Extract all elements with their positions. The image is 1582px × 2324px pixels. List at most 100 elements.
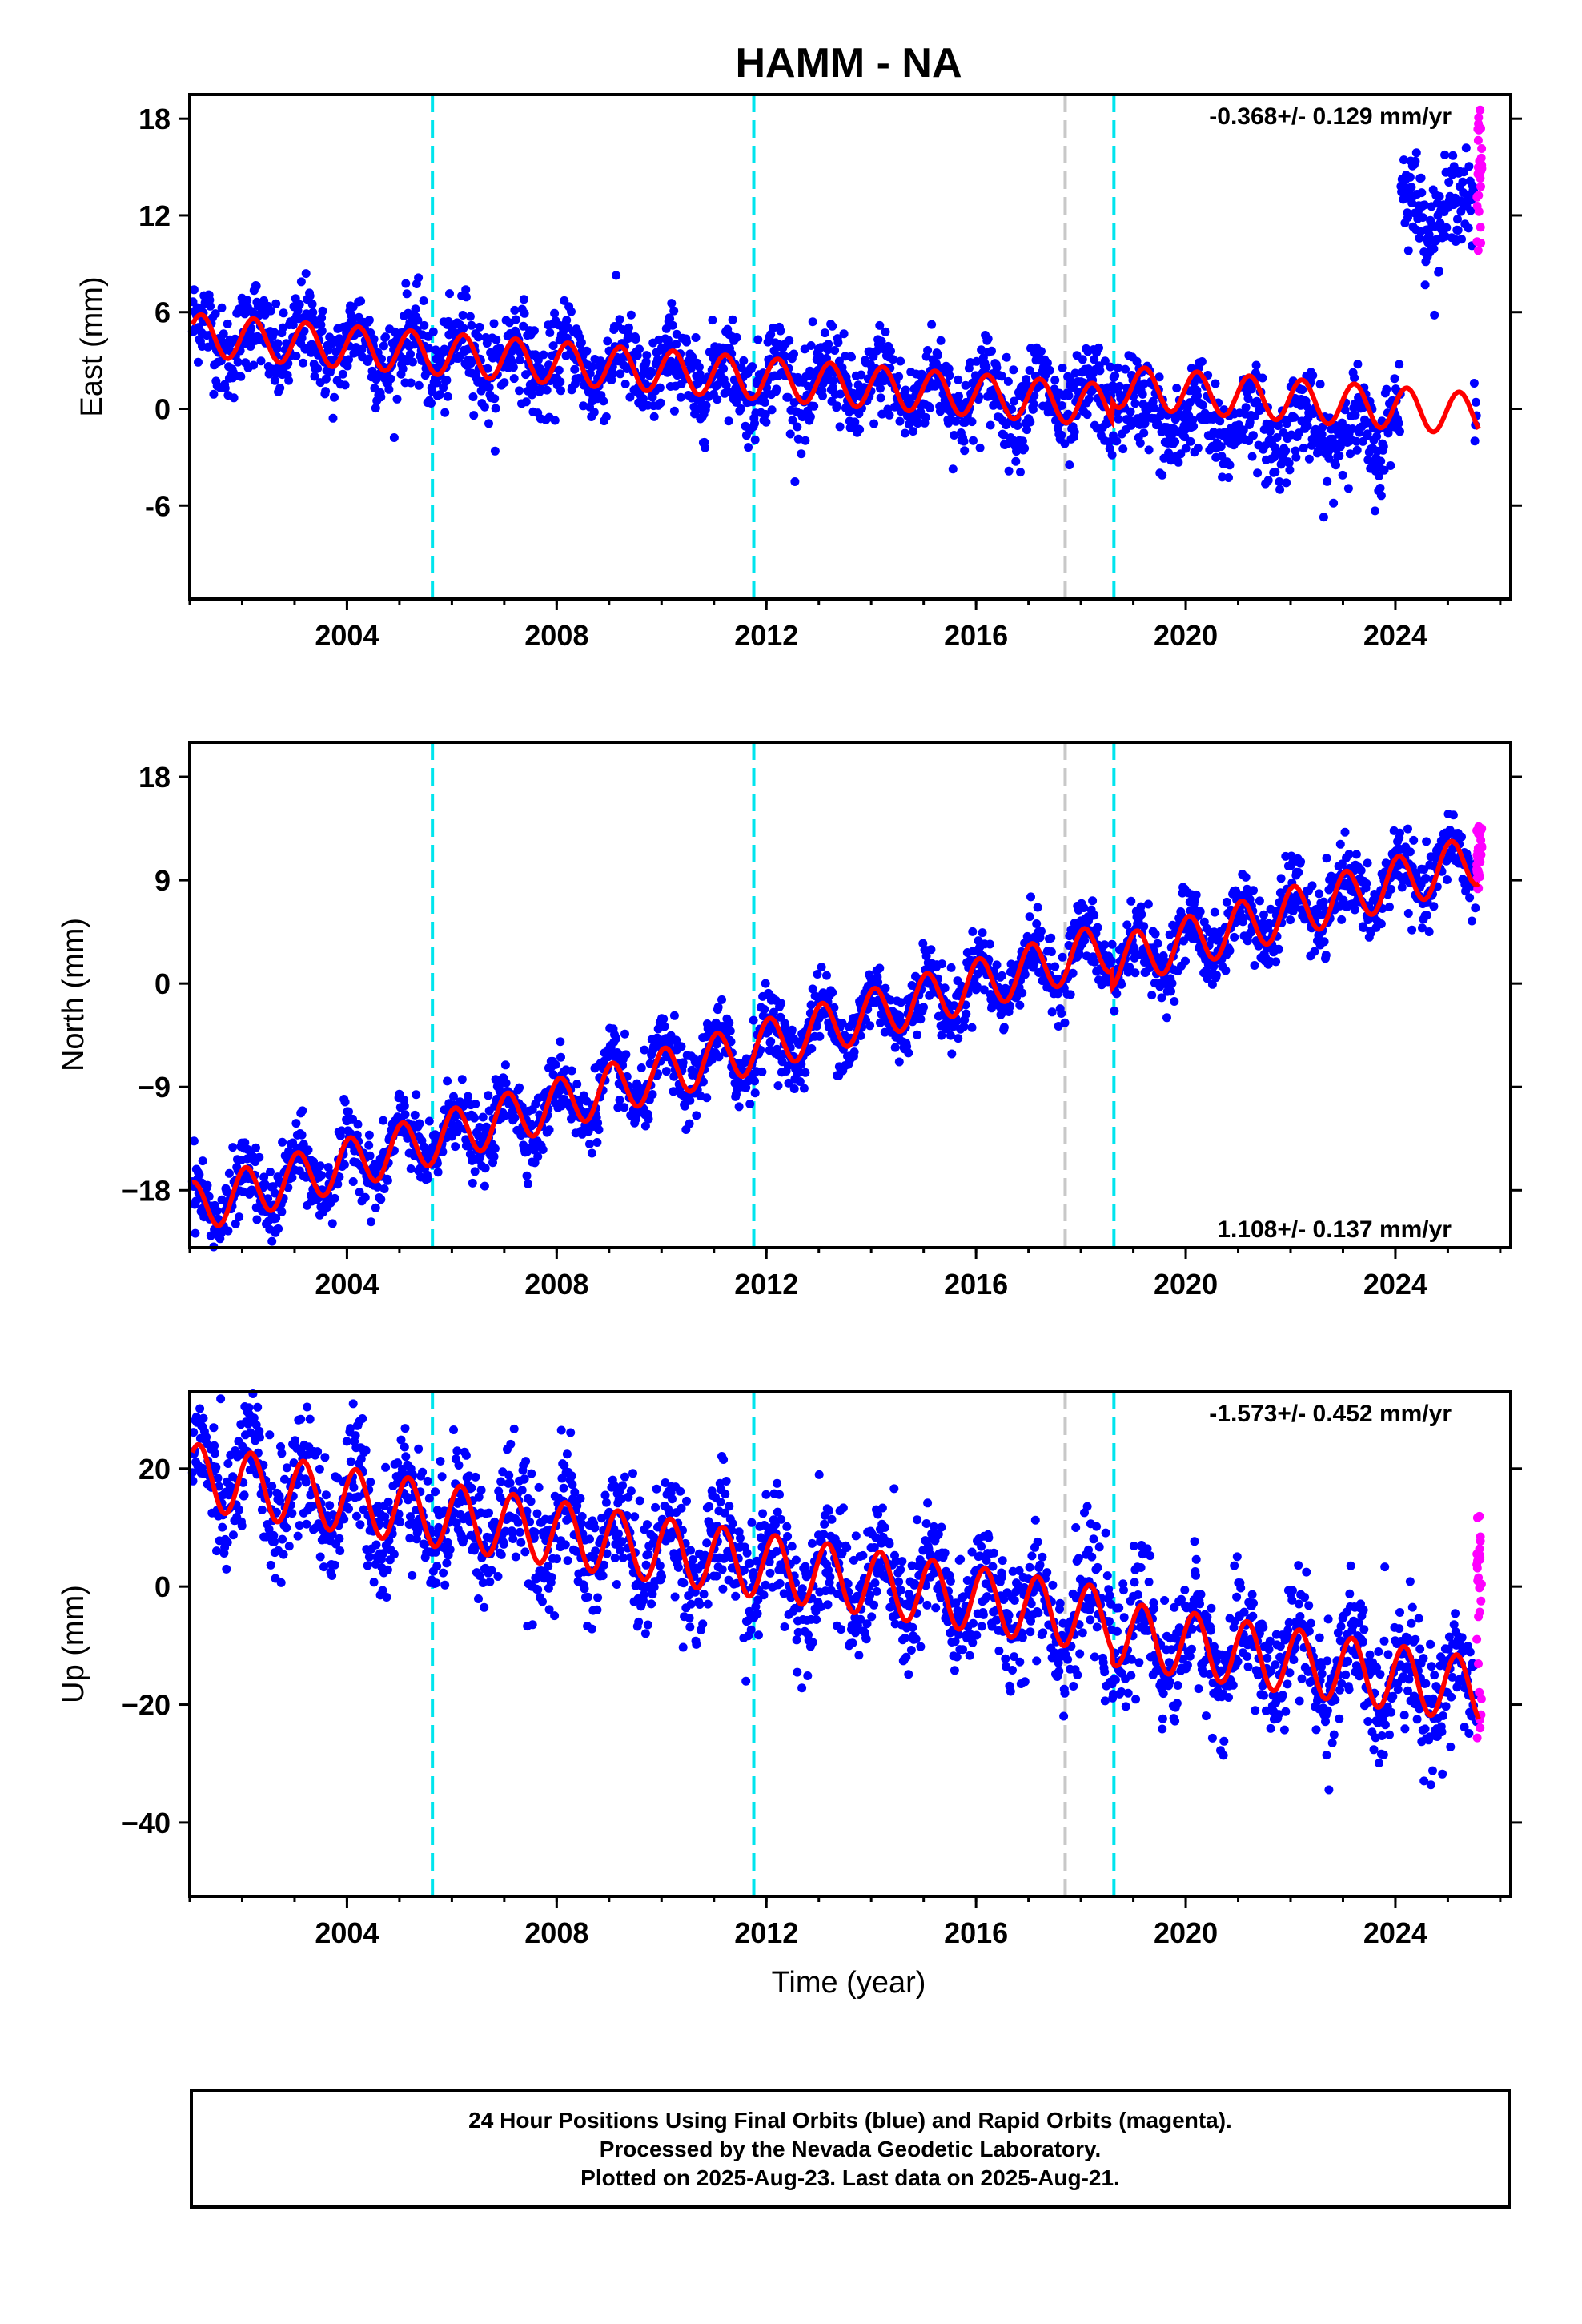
east-data-point <box>830 346 840 355</box>
north-data-point <box>443 1076 452 1086</box>
east-rapid-point <box>1472 192 1482 202</box>
east-data-point <box>384 384 394 394</box>
east-data-point <box>1453 215 1462 224</box>
east-data-point <box>694 362 704 372</box>
north-data-point <box>1079 903 1089 912</box>
up-data-point <box>228 1530 238 1540</box>
east-y-tick-label: 18 <box>139 103 171 135</box>
north-data-point <box>734 1102 744 1112</box>
east-data-point <box>934 350 942 360</box>
north-data-point <box>749 1015 758 1025</box>
east-data-point <box>1058 364 1067 372</box>
north-data-point <box>1362 879 1371 888</box>
north-data-point <box>1166 987 1175 996</box>
east-data-point <box>1225 460 1235 470</box>
north-data-point <box>353 1120 363 1129</box>
north-data-point <box>344 1107 353 1116</box>
east-data-point <box>877 336 886 346</box>
east-data-point <box>510 305 520 315</box>
east-x-tick-label: 2016 <box>944 619 1008 652</box>
north-data-point <box>191 1228 200 1238</box>
east-data-point <box>977 345 986 355</box>
east-data-point <box>240 309 250 319</box>
east-data-point <box>1430 310 1439 320</box>
north-x-tick-label: 2020 <box>1154 1268 1218 1301</box>
east-data-point <box>243 296 252 305</box>
east-data-point <box>528 390 536 400</box>
east-data-point <box>1002 352 1011 362</box>
east-data-point <box>519 321 528 331</box>
north-data-point <box>371 1203 380 1212</box>
up-data-point <box>319 1562 328 1572</box>
east-data-point <box>736 404 745 413</box>
up-data-point <box>361 1445 371 1455</box>
east-data-point <box>295 300 304 309</box>
north-data-point <box>1337 915 1347 924</box>
east-data-point <box>330 392 339 402</box>
east-data-point <box>1174 457 1183 467</box>
east-data-point <box>1009 365 1018 375</box>
east-data-point <box>833 338 843 348</box>
east-data-point <box>739 356 749 365</box>
east-data-point <box>550 308 560 318</box>
east-data-point <box>790 477 800 486</box>
north-data-point <box>875 963 885 973</box>
east-data-point <box>440 408 450 417</box>
east-data-point <box>691 333 701 342</box>
north-data-point <box>274 1224 283 1233</box>
east-data-point <box>1403 246 1413 255</box>
east-data-point <box>809 401 819 411</box>
east-data-point <box>761 409 770 419</box>
north-y-tick-label: 18 <box>139 761 171 794</box>
up-data-point <box>282 1523 291 1533</box>
east-data-point <box>542 385 552 395</box>
east-rapid-point <box>1476 105 1485 115</box>
east-data-point <box>895 416 905 426</box>
east-data-point <box>420 320 429 330</box>
north-data-points <box>187 810 1481 1252</box>
east-data-point <box>886 346 895 356</box>
east-data-point <box>1271 467 1280 476</box>
up-data-point <box>270 1537 279 1546</box>
east-data-point <box>1417 188 1427 198</box>
north-data-point <box>1294 867 1303 877</box>
east-data-point <box>1379 442 1388 452</box>
east-data-point <box>1007 404 1017 414</box>
north-x-tick-label: 2012 <box>734 1268 798 1301</box>
north-y-tick-label: 0 <box>155 967 171 1000</box>
east-data-point <box>753 335 763 344</box>
north-data-point <box>1100 940 1110 950</box>
east-data-point <box>408 357 417 367</box>
east-data-point <box>1118 444 1128 454</box>
east-data-point <box>1251 360 1261 370</box>
north-data-point <box>1106 956 1116 966</box>
east-data-point <box>521 397 531 407</box>
east-data-point <box>209 389 219 399</box>
east-data-point <box>1144 445 1154 455</box>
east-data-point <box>1303 421 1312 431</box>
east-data-point <box>556 386 565 396</box>
east-data-point <box>270 328 279 337</box>
east-data-point <box>500 378 509 388</box>
east-data-point <box>299 358 308 368</box>
north-data-point <box>725 1018 734 1027</box>
north-data-point <box>1249 886 1258 895</box>
north-data-point <box>484 1091 493 1100</box>
north-data-point <box>266 1168 275 1176</box>
east-data-point <box>641 357 651 367</box>
east-data-point <box>411 304 420 314</box>
east-data-point <box>894 372 904 381</box>
north-data-point <box>1050 962 1060 971</box>
north-data-point <box>330 1193 339 1203</box>
north-data-point <box>807 1044 817 1053</box>
east-data-point <box>896 356 905 366</box>
east-data-point <box>1265 427 1275 436</box>
north-data-point <box>1315 889 1324 899</box>
north-data-point <box>510 1113 520 1123</box>
east-data-point <box>783 392 793 402</box>
east-data-point <box>484 419 493 428</box>
east-data-point <box>959 436 969 446</box>
up-data-point <box>363 1561 372 1570</box>
north-data-point <box>1033 903 1042 912</box>
east-data-point <box>876 393 885 403</box>
